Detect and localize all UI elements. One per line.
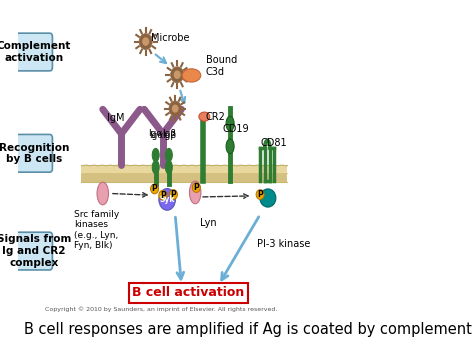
FancyBboxPatch shape bbox=[16, 33, 53, 71]
Text: Complement
activation: Complement activation bbox=[0, 41, 71, 63]
Text: P: P bbox=[171, 190, 176, 199]
Text: Igβ: Igβ bbox=[163, 131, 176, 140]
Ellipse shape bbox=[152, 161, 159, 174]
Ellipse shape bbox=[165, 149, 173, 162]
Ellipse shape bbox=[159, 189, 175, 210]
Text: P: P bbox=[257, 190, 263, 199]
Text: CD19: CD19 bbox=[223, 124, 250, 134]
Ellipse shape bbox=[182, 69, 201, 82]
Text: Signals from
Ig and CR2
complex: Signals from Ig and CR2 complex bbox=[0, 234, 71, 268]
Ellipse shape bbox=[97, 182, 109, 205]
Text: CR2: CR2 bbox=[206, 112, 226, 122]
Circle shape bbox=[256, 190, 264, 199]
Text: P: P bbox=[152, 184, 157, 193]
Text: Bound
C3d: Bound C3d bbox=[206, 55, 237, 77]
Ellipse shape bbox=[260, 189, 276, 207]
Text: Src family
kinases
(e.g., Lyn,
Fyn, Blk): Src family kinases (e.g., Lyn, Fyn, Blk) bbox=[74, 210, 119, 250]
Ellipse shape bbox=[190, 181, 201, 204]
Ellipse shape bbox=[171, 67, 184, 83]
Ellipse shape bbox=[142, 37, 149, 46]
Ellipse shape bbox=[172, 105, 179, 113]
Ellipse shape bbox=[173, 70, 181, 79]
Text: Syk: Syk bbox=[159, 195, 175, 204]
Bar bbox=[82, 165, 287, 173]
FancyBboxPatch shape bbox=[16, 232, 53, 270]
Text: CD81: CD81 bbox=[260, 138, 287, 148]
Text: P: P bbox=[193, 183, 199, 192]
Circle shape bbox=[192, 183, 201, 193]
Ellipse shape bbox=[226, 139, 234, 154]
Text: IgM: IgM bbox=[107, 113, 124, 124]
Text: P: P bbox=[160, 191, 166, 200]
Text: Igα: Igα bbox=[149, 131, 164, 140]
Ellipse shape bbox=[199, 112, 210, 121]
Text: Copyright © 2010 by Saunders, an imprint of Elsevier. All rights reserved.: Copyright © 2010 by Saunders, an imprint… bbox=[45, 307, 278, 312]
Text: Recognition
by B cells: Recognition by B cells bbox=[0, 143, 69, 164]
Text: Lyn: Lyn bbox=[200, 218, 217, 228]
Circle shape bbox=[159, 190, 167, 200]
Ellipse shape bbox=[152, 149, 159, 162]
Ellipse shape bbox=[139, 33, 152, 50]
Text: B cell activation: B cell activation bbox=[133, 287, 245, 300]
Text: Igα: Igα bbox=[148, 128, 163, 138]
Circle shape bbox=[169, 190, 177, 199]
Ellipse shape bbox=[226, 116, 234, 131]
Circle shape bbox=[151, 184, 159, 194]
FancyBboxPatch shape bbox=[16, 134, 53, 172]
Bar bbox=[82, 174, 287, 182]
Ellipse shape bbox=[169, 101, 182, 116]
Text: Microbe: Microbe bbox=[151, 33, 190, 43]
Text: B cell responses are amplified if Ag is coated by complement fragments: B cell responses are amplified if Ag is … bbox=[24, 322, 474, 337]
Text: PI-3 kinase: PI-3 kinase bbox=[257, 239, 310, 249]
Ellipse shape bbox=[165, 161, 173, 174]
Text: Igβ: Igβ bbox=[162, 128, 176, 138]
